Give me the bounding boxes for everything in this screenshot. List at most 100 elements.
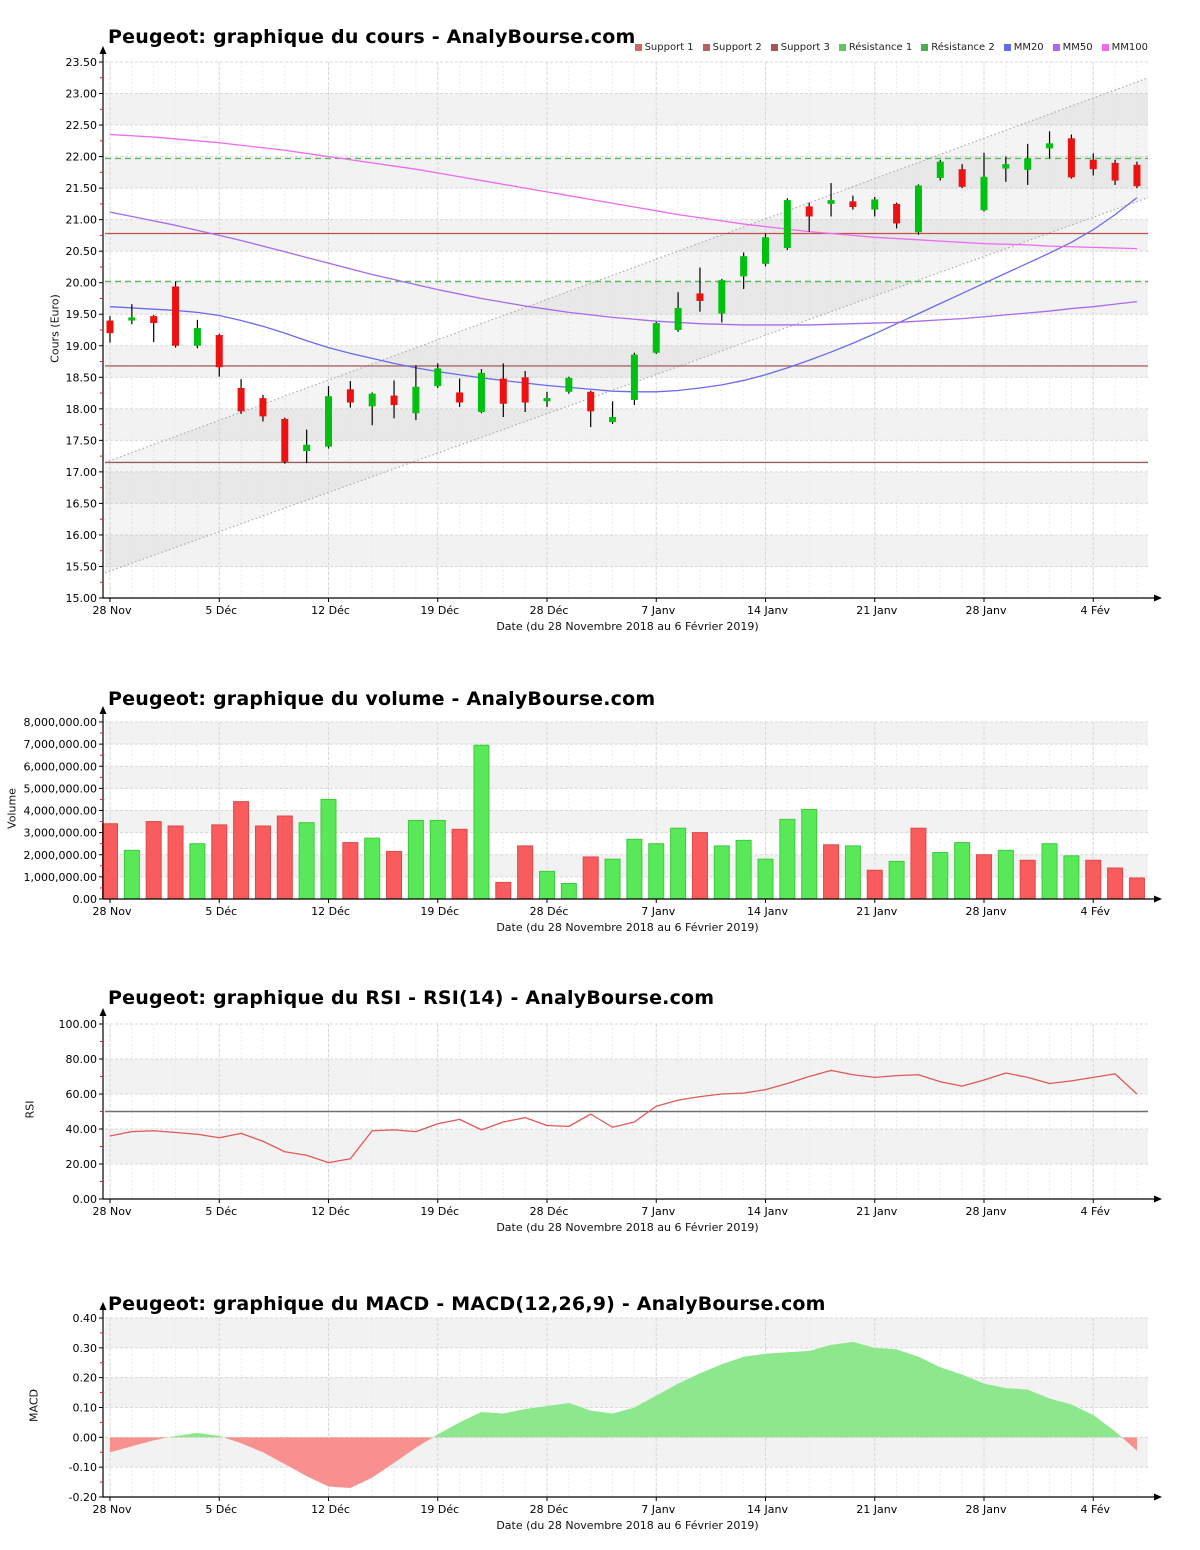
svg-text:22.00: 22.00: [66, 151, 98, 164]
svg-text:0.00: 0.00: [73, 1193, 98, 1206]
svg-text:17.50: 17.50: [66, 434, 98, 447]
rsi-chart-title: Peugeot: graphique du RSI - RSI(14) - An…: [108, 986, 715, 1009]
mm50-line: [109, 211, 1138, 326]
rsi-chart-plot: 0.00 20.00 40.00 60.00 80.00 100.00 28 Nov 5 Dé…: [59, 1008, 1162, 1218]
svg-text:5,000,000.00: 5,000,000.00: [24, 782, 97, 795]
svg-text:19 Déc: 19 Déc: [420, 604, 459, 617]
svg-text:28 Déc: 28 Déc: [530, 1205, 569, 1218]
svg-text:12 Déc: 12 Déc: [311, 604, 350, 617]
price-x-axis-label: Date (du 28 Novembre 2018 au 6 Février 2…: [496, 620, 759, 633]
svg-text:19 Déc: 19 Déc: [420, 1503, 459, 1516]
svg-text:21 Janv: 21 Janv: [856, 604, 897, 617]
svg-text:19.50: 19.50: [66, 308, 98, 321]
svg-text:21.50: 21.50: [66, 182, 98, 195]
mm20-line: [109, 197, 1138, 393]
svg-text:5 Déc: 5 Déc: [205, 604, 237, 617]
svg-text:4 Fév: 4 Fév: [1081, 1205, 1111, 1218]
svg-text:19 Déc: 19 Déc: [420, 905, 459, 918]
svg-text:7 Janv: 7 Janv: [641, 905, 675, 918]
svg-text:23.00: 23.00: [66, 88, 98, 101]
svg-text:3,000,000.00: 3,000,000.00: [24, 827, 97, 840]
svg-text:21 Janv: 21 Janv: [856, 905, 897, 918]
price-chart-legend: Support 1 Support 2 Support 3 Résistance 1 R…: [634, 42, 1148, 53]
rsi-x-axis-label: Date (du 28 Novembre 2018 au 6 Février 2…: [496, 1221, 759, 1234]
svg-text:14 Janv: 14 Janv: [747, 905, 788, 918]
legend-swatch-icon: [838, 44, 846, 51]
svg-text:22.50: 22.50: [66, 119, 98, 132]
rsi-y-axis-label: RSI: [23, 1100, 37, 1119]
svg-text:28 Déc: 28 Déc: [530, 604, 569, 617]
macd-y-axis-label: MACD: [27, 1389, 41, 1422]
svg-text:12 Déc: 12 Déc: [311, 1205, 350, 1218]
svg-text:0.20: 0.20: [73, 1372, 98, 1385]
svg-text:17.00: 17.00: [66, 466, 98, 479]
svg-text:12 Déc: 12 Déc: [311, 905, 350, 918]
svg-text:0.10: 0.10: [73, 1402, 98, 1415]
legend-item: MM50: [1052, 42, 1093, 53]
svg-text:4 Fév: 4 Fév: [1081, 1503, 1111, 1516]
legend-label: MM20: [1013, 42, 1044, 53]
cours-y-tick-labels: 15.00 15.50 16.00 16.50 17.00 17.50 18.00 18.50…: [66, 56, 103, 605]
legend-item: Résistance 1: [838, 42, 913, 53]
legend-label: Résistance 1: [848, 42, 913, 53]
cours-x-tick-labels: 28 Nov 5 Déc 12 Déc 19 Déc 28 Déc 7 Janv 14 Ja…: [93, 598, 1110, 617]
svg-text:21 Janv: 21 Janv: [856, 1205, 897, 1218]
legend-swatch-icon: [1101, 44, 1109, 51]
rsi-axes: [99, 1008, 1162, 1203]
svg-text:7 Janv: 7 Janv: [641, 1503, 675, 1516]
volume-y-axis-label: Volume: [5, 788, 19, 829]
macd-chart-section: Peugeot: graphique du MACD - MACD(12,26,…: [0, 1265, 1200, 1550]
svg-text:28 Nov: 28 Nov: [93, 604, 132, 617]
svg-text:7,000,000.00: 7,000,000.00: [24, 738, 97, 751]
svg-text:20.00: 20.00: [66, 277, 98, 290]
price-chart-section: Peugeot: graphique du cours - AnalyBours…: [0, 0, 1200, 660]
volume-chart-plot: 0.00 1,000,000.00 2,000,000.00 3,000,000.00…: [24, 706, 1162, 918]
legend-item: Support 2: [702, 42, 762, 53]
svg-text:21 Janv: 21 Janv: [856, 1503, 897, 1516]
svg-text:21.00: 21.00: [66, 214, 98, 227]
cours-axes: [99, 46, 1162, 602]
legend-label: Support 1: [644, 42, 694, 53]
svg-text:0.00: 0.00: [73, 1431, 98, 1444]
svg-text:1,000,000.00: 1,000,000.00: [24, 871, 97, 884]
volume-x-axis-label: Date (du 28 Novembre 2018 au 6 Février 2…: [496, 921, 759, 934]
macd-horizontal-gridlines: [105, 1317, 1148, 1468]
svg-text:23.50: 23.50: [66, 56, 98, 69]
svg-text:16.00: 16.00: [66, 529, 98, 542]
svg-text:28 Janv: 28 Janv: [966, 905, 1007, 918]
svg-text:16.50: 16.50: [66, 497, 98, 510]
svg-text:20.50: 20.50: [66, 245, 98, 258]
svg-text:8,000,000.00: 8,000,000.00: [24, 716, 97, 729]
svg-text:40.00: 40.00: [66, 1123, 98, 1136]
svg-text:7 Janv: 7 Janv: [641, 604, 675, 617]
legend-item: MM100: [1101, 42, 1148, 53]
legend-label: Support 2: [712, 42, 762, 53]
svg-text:5 Déc: 5 Déc: [205, 1205, 237, 1218]
svg-text:28 Janv: 28 Janv: [966, 604, 1007, 617]
legend-swatch-icon: [770, 44, 778, 51]
svg-text:0.30: 0.30: [73, 1342, 98, 1355]
volume-x-tick-labels: 28 Nov 5 Déc 12 Déc 19 Déc 28 Déc 7 Janv 14 Ja…: [93, 899, 1110, 918]
svg-text:100.00: 100.00: [59, 1018, 98, 1031]
legend-item: Support 1: [634, 42, 694, 53]
svg-text:28 Déc: 28 Déc: [530, 1503, 569, 1516]
legend-label: Résistance 2: [931, 42, 995, 53]
svg-text:7 Janv: 7 Janv: [641, 1205, 675, 1218]
svg-text:-0.10: -0.10: [69, 1461, 97, 1474]
macd-x-axis-label: Date (du 28 Novembre 2018 au 6 Février 2…: [496, 1519, 759, 1532]
svg-text:6,000,000.00: 6,000,000.00: [24, 760, 97, 773]
price-chart-plot: 15.00 15.50 16.00 16.50 17.00 17.50 18.00 18.50…: [66, 46, 1162, 617]
svg-text:19.00: 19.00: [66, 340, 98, 353]
support-resistance-levels: [105, 157, 1148, 464]
svg-text:18.00: 18.00: [66, 403, 98, 416]
rsi-horizontal-gridlines: [105, 1023, 1148, 1165]
legend-swatch-icon: [1052, 44, 1060, 51]
svg-text:60.00: 60.00: [66, 1088, 98, 1101]
svg-text:14 Janv: 14 Janv: [747, 1205, 788, 1218]
legend-swatch-icon: [921, 44, 929, 51]
price-y-axis-label: Cours (Euro): [48, 294, 62, 363]
rsi-x-tick-labels: 28 Nov 5 Déc 12 Déc 19 Déc 28 Déc 7 Janv 14 Ja…: [93, 1199, 1111, 1218]
rsi-bands: [105, 1059, 1148, 1164]
macd-chart-plot: -0.20 -0.10 0.00 0.10 0.20 0.30 0.40 28 Nov 5 Dé…: [69, 1302, 1162, 1516]
macd-axes: [99, 1302, 1162, 1501]
